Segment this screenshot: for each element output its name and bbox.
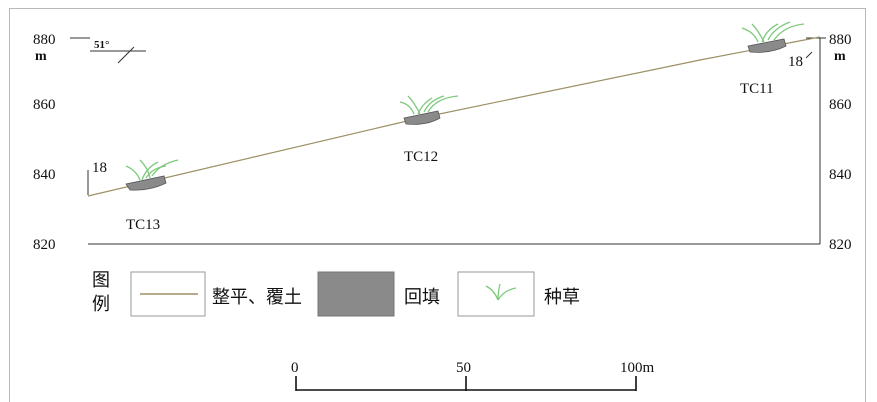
right-tick-820: 820 [829,237,852,253]
legend-swatch-grass-box [457,271,535,317]
terrace-tc12-label: TC12 [404,149,438,165]
right-axis-unit: m [834,49,846,64]
scale-bar: 0 50 100m [291,360,655,391]
terrace-tc13-label: TC13 [126,217,160,233]
legend-grass-icon [485,283,517,301]
slope-angle-label: 51° [94,39,109,51]
tc13-grass-icon [125,159,179,181]
tc13-backfill [125,175,167,191]
left-tick-860: 860 [33,97,56,113]
left-tick-820: 820 [33,237,56,253]
legend: 图 例 整平、覆土 回填 种草 [92,270,580,317]
tc11-grass-icon [741,21,805,43]
legend-label-level-cover: 整平、覆土 [212,287,302,307]
legend-label-grass: 种草 [544,287,580,307]
legend-title-bottom: 例 [92,294,110,314]
legend-swatch-fill [317,271,395,317]
scale-label-50: 50 [456,360,471,376]
tc12-grass-icon [399,95,459,115]
legend-label-backfill: 回填 [404,287,440,307]
right-tick-860: 860 [829,97,852,113]
legend-title-top: 图 [92,270,110,290]
figure-frame [9,8,866,402]
left-tick-880: 880 [33,32,56,48]
right-edge-tick [805,51,813,59]
tc12-backfill [403,110,441,125]
tc11-backfill [747,38,787,53]
slope-profile-line [87,36,821,197]
terrace-tc13 [125,159,179,191]
scale-label-0: 0 [291,360,299,376]
scale-label-100m: 100m [620,360,655,376]
terrace-tc11 [741,21,805,53]
angle-symbol-slant [117,46,135,64]
terrace-tc11-label: TC11 [740,81,774,97]
right-edge-label: 18 [788,54,803,70]
left-tick-840: 840 [33,167,56,183]
terrace-tc12 [399,95,459,125]
right-tick-840: 840 [829,167,852,183]
right-tick-880: 880 [829,32,852,48]
left-axis-unit: m [35,49,47,64]
left-edge-label: 18 [92,160,107,176]
